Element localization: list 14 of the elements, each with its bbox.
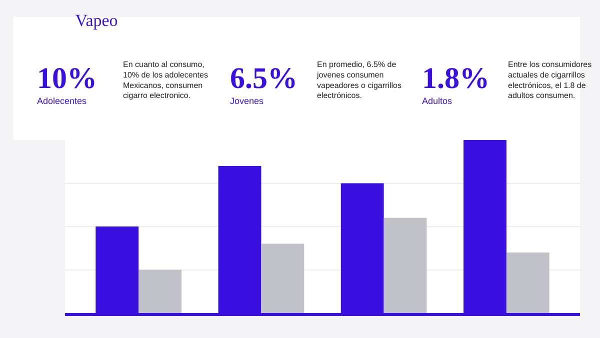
text: 10% bbox=[37, 62, 97, 95]
bar bbox=[261, 244, 304, 313]
text: 6.5% bbox=[230, 62, 298, 95]
bar bbox=[138, 270, 182, 313]
text: 1.8% bbox=[422, 62, 490, 95]
text: En cuanto al consumo, 10% de los adolecentes Mexicanos, consumen cigarro electronico. bbox=[123, 60, 208, 100]
text: Entre los consumidores actuales de cigarrillos electrónicos, el 1.8 de adultos consumen. bbox=[508, 60, 592, 100]
bar bbox=[384, 218, 427, 313]
bar bbox=[506, 252, 550, 313]
text: En promedio, 6.5% de jovenes consumen vapeadores o cigarrillos electrónicos. bbox=[316, 60, 402, 100]
text: Jovenes bbox=[230, 96, 264, 106]
text: Adolecentes bbox=[37, 96, 88, 106]
chart-title: Vapeo bbox=[75, 10, 118, 30]
text: Adultos bbox=[422, 96, 453, 106]
